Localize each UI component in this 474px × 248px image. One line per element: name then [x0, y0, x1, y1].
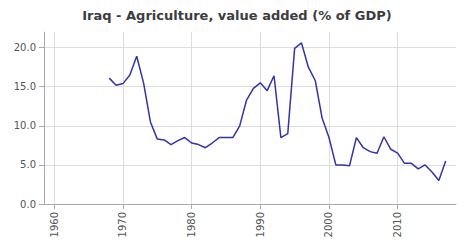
svg-text:2000: 2000 — [323, 212, 334, 237]
svg-text:1960: 1960 — [49, 212, 60, 237]
svg-text:0.0: 0.0 — [20, 199, 36, 210]
svg-text:2010: 2010 — [392, 212, 403, 237]
svg-text:5.0: 5.0 — [20, 159, 36, 170]
svg-text:Iraq - Agriculture, value adde: Iraq - Agriculture, value added (% of GD… — [82, 8, 391, 23]
svg-text:1980: 1980 — [186, 212, 197, 237]
svg-text:10.0: 10.0 — [14, 120, 36, 131]
svg-text:1970: 1970 — [117, 212, 128, 237]
svg-text:20.0: 20.0 — [14, 42, 36, 53]
svg-text:1990: 1990 — [255, 212, 266, 237]
svg-text:15.0: 15.0 — [14, 81, 36, 92]
